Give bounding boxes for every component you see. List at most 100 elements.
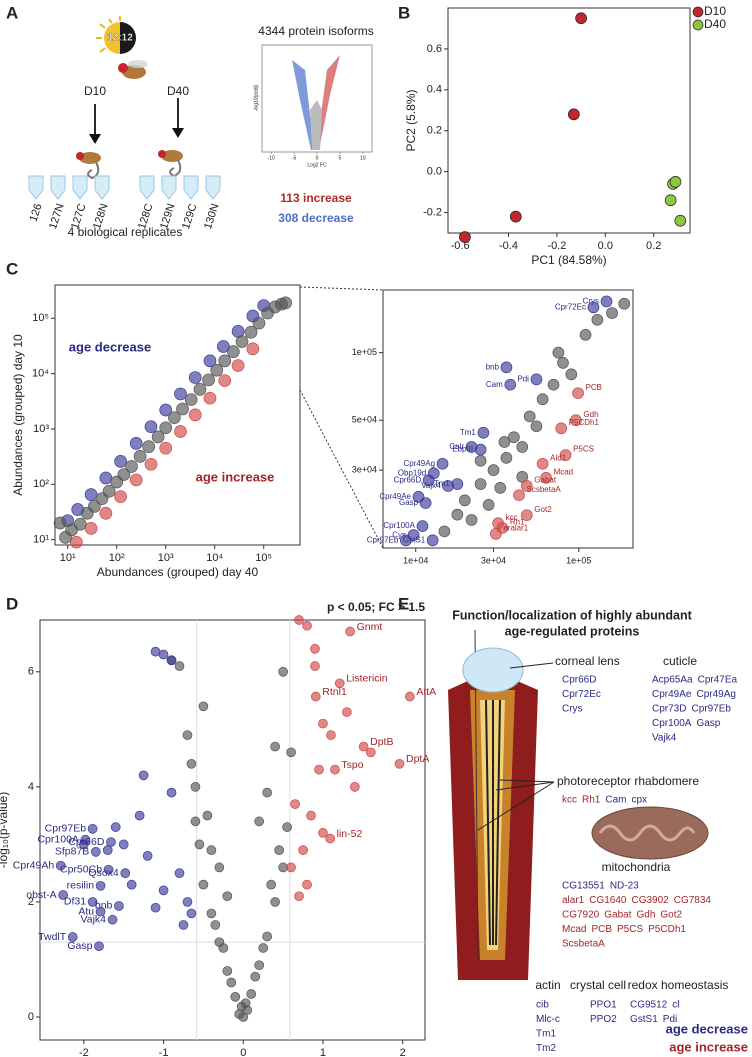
point-label: P5CDh1 [569, 418, 600, 427]
point [194, 839, 205, 850]
point-label: P5CS [573, 445, 594, 454]
protein-name: PCB [591, 924, 612, 935]
point-label: Rtnl1 [322, 686, 347, 698]
point-label: Ald1 [550, 453, 567, 462]
x-tick-label: 2 [400, 1047, 406, 1057]
point [294, 891, 304, 902]
point [134, 810, 145, 821]
group-label: crystal cell [570, 978, 626, 992]
protein-name: Cpr73D [652, 704, 686, 715]
point-label: Gnmt [357, 621, 383, 633]
point [203, 391, 217, 405]
point [326, 730, 336, 740]
point [217, 340, 230, 353]
point [498, 436, 511, 448]
legend-label: D10 [704, 4, 726, 18]
point [174, 425, 187, 438]
plot-frame [447, 7, 691, 234]
y-tick-label: 10¹ [33, 534, 49, 546]
point-label: Mcad [554, 467, 574, 476]
point [530, 420, 543, 433]
point [246, 989, 257, 999]
point [523, 410, 536, 423]
y-tick-label: 0.0 [427, 166, 442, 178]
panel-letter: C [6, 259, 18, 278]
y-axis-label: PC2 (5.8%) [404, 89, 418, 151]
mini-tick-label: -5 [292, 155, 297, 161]
plot-frame [39, 619, 426, 1041]
point [235, 335, 249, 348]
point [84, 521, 98, 535]
x-axis-label: PC1 (84.58%) [531, 253, 606, 267]
point [394, 758, 405, 769]
point-label: Pdi [517, 375, 529, 384]
point [174, 661, 185, 671]
point-label: Cpr100A [383, 521, 415, 530]
point-label: Vajk4 [421, 481, 441, 490]
point [508, 431, 520, 444]
group-label: cuticle [663, 654, 697, 668]
protein-name: PPO1 [590, 1000, 617, 1011]
point-label: Tm1 [460, 428, 477, 437]
cristae [598, 824, 696, 842]
point [102, 484, 116, 498]
point [536, 457, 549, 470]
point [294, 615, 304, 625]
point [158, 649, 169, 660]
protein-name: Gdh [637, 910, 656, 921]
point [222, 891, 233, 902]
mini-tick-label: -10 [268, 155, 275, 161]
point [250, 971, 261, 982]
protein-name: Gasp [696, 718, 720, 729]
protein-name: Got2 [660, 910, 682, 921]
arrows [94, 98, 179, 136]
callout-lines [477, 662, 555, 831]
point [73, 517, 87, 531]
point-label: Cpr49Ah [13, 859, 55, 871]
point-label: lin-52 [337, 828, 363, 840]
point-label: Cpr50Cb [60, 863, 102, 875]
point [459, 231, 471, 243]
y-tick-label: -0.2 [423, 206, 442, 218]
point [190, 816, 201, 827]
point-label: Obp19d [398, 469, 426, 478]
point-label: Gasp [399, 498, 419, 507]
point-label: Listericin [346, 673, 388, 685]
protein-name: Cpr97Eb [691, 704, 731, 715]
legend-marker [692, 19, 704, 31]
point-label: Rh1 [510, 517, 525, 526]
light-cycle-icon: 12:12 [96, 16, 136, 54]
point [540, 472, 552, 484]
point [451, 508, 464, 521]
chart-title: p < 0.05; FC > 1.5 [327, 600, 425, 614]
point [210, 363, 224, 377]
point [547, 378, 560, 391]
point [579, 328, 592, 341]
x-tick-label: -2 [79, 1047, 89, 1057]
point [218, 374, 232, 387]
point [306, 810, 316, 821]
point [555, 422, 568, 435]
y-tick-label: 2 [28, 896, 34, 908]
point-label: DptB [370, 736, 393, 748]
point-label: Gabat [534, 476, 557, 485]
channel-label: 126 [28, 202, 45, 223]
point [133, 450, 147, 463]
group-label: photoreceptor rhabdomere [557, 774, 699, 788]
protein-name: GstS1 [630, 1014, 658, 1025]
protein-name: ND-23 [610, 881, 639, 892]
point [290, 799, 300, 809]
protein-name: cib [536, 1000, 549, 1011]
point [252, 316, 266, 330]
y-tick-label: 1e+05 [352, 347, 377, 357]
x-tick-label: 0.2 [646, 240, 661, 252]
point-label: aralar1 [503, 524, 528, 533]
point [114, 490, 127, 503]
point-label: GstS1 [403, 535, 426, 544]
point [159, 441, 173, 455]
point [489, 528, 502, 540]
point-label: EbpIII [452, 445, 473, 454]
protein-name: CG7834 [674, 895, 712, 906]
point [669, 176, 682, 188]
